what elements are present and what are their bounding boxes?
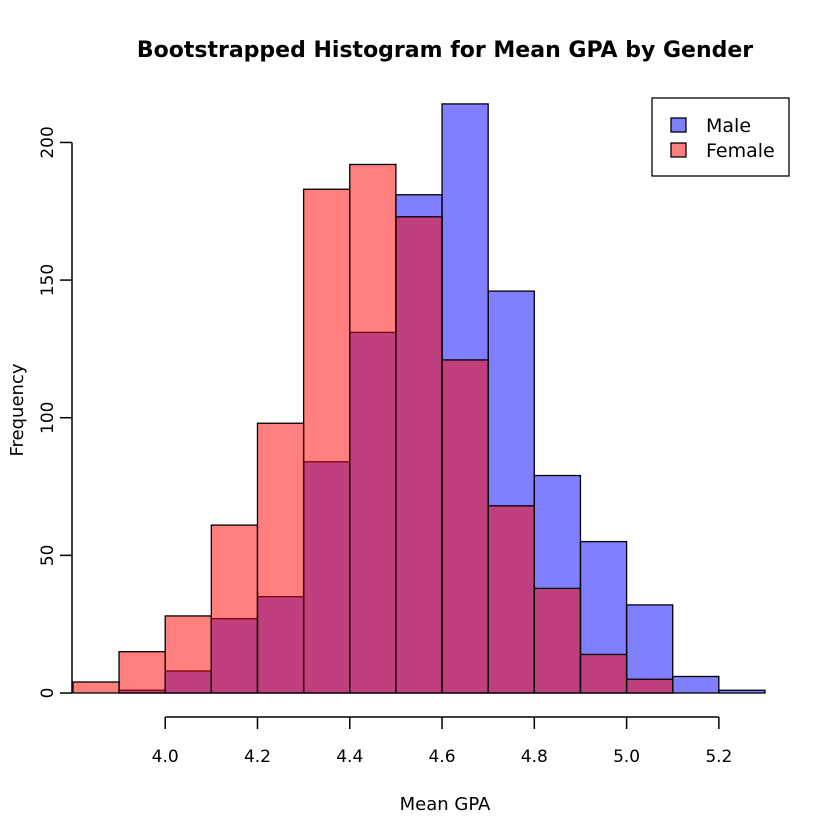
female-bar-7 [395, 216, 443, 694]
female-bar-4 [256, 422, 305, 694]
x-tick-label: 5.0 [613, 747, 640, 767]
y-axis: 0 50 100 150 200 [38, 126, 73, 699]
female-bar-2 [164, 615, 212, 694]
female-bar-9 [487, 505, 535, 694]
female-bar-3 [210, 524, 259, 694]
male-bar-13 [718, 689, 766, 694]
female-bar-5 [302, 188, 351, 694]
legend-box [651, 97, 790, 177]
x-tick-label: 4.0 [152, 747, 179, 767]
female-bars [72, 163, 674, 694]
legend-swatch-male [670, 117, 687, 133]
chart-title: Bootstrapped Histogram for Mean GPA by G… [137, 38, 753, 63]
legend-label-male: Male [706, 115, 751, 137]
y-axis-label: Frequency [7, 363, 28, 456]
legend-label-female: Female [706, 140, 775, 162]
y-tick-label: 0 [38, 688, 58, 699]
x-tick-label: 4.8 [521, 747, 548, 767]
y-tick-label: 200 [38, 126, 58, 158]
x-tick-label: 4.2 [244, 747, 271, 767]
y-tick-label: 150 [38, 264, 58, 296]
x-axis: 4.0 4.2 4.4 4.6 4.8 5.0 5.2 [152, 716, 732, 767]
y-tick-label: 50 [38, 545, 58, 567]
female-bar-12 [625, 678, 674, 694]
male-bar-12 [672, 675, 720, 694]
female-bar-6 [349, 163, 397, 694]
x-tick-label: 4.4 [336, 747, 363, 767]
female-bar-10 [533, 587, 582, 694]
x-tick-label: 5.2 [705, 747, 732, 767]
female-bar-0 [72, 681, 120, 694]
y-tick-label: 100 [38, 402, 58, 434]
x-axis-label: Mean GPA [400, 794, 491, 815]
female-bar-11 [579, 653, 628, 694]
legend-swatch-female [670, 142, 687, 158]
x-tick-label: 4.6 [429, 747, 456, 767]
male-bar-11 [625, 604, 674, 694]
female-bar-1 [118, 651, 166, 694]
female-bar-8 [441, 359, 489, 694]
legend: Male Female [651, 97, 790, 177]
